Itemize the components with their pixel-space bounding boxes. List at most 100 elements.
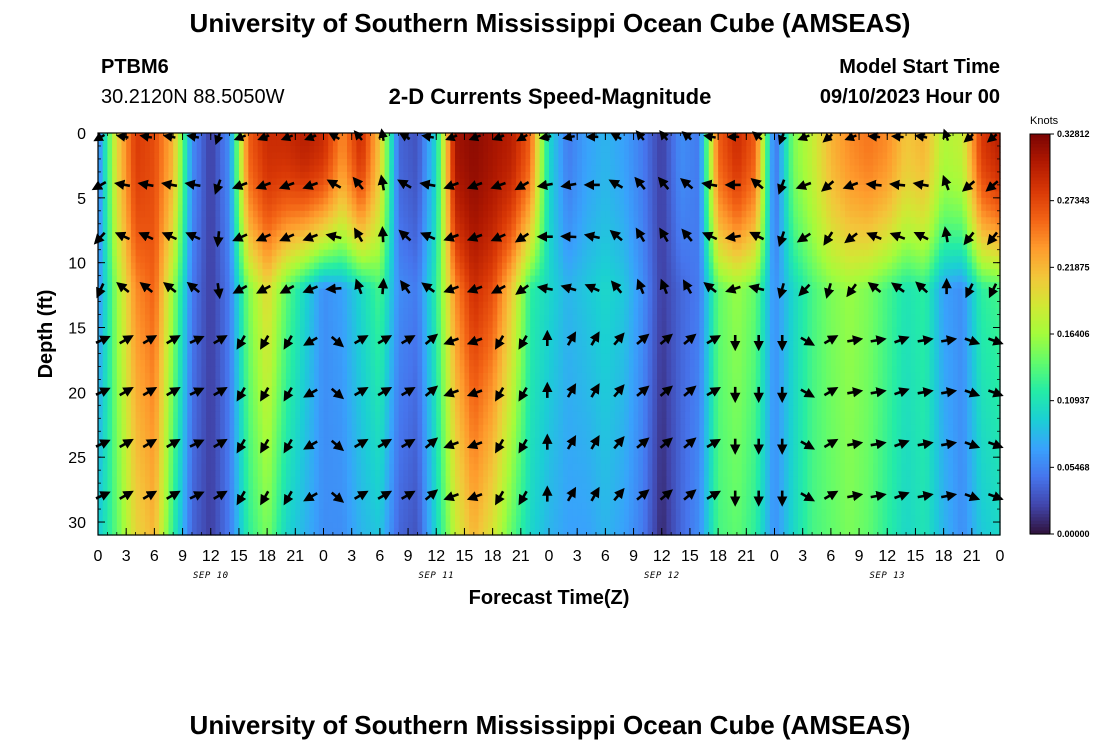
heatmap-cell	[163, 145, 170, 154]
heatmap-cell	[699, 191, 705, 199]
heatmap-cell	[736, 223, 743, 231]
heatmap-cell	[563, 295, 569, 303]
heatmap-cell	[563, 256, 569, 264]
heatmap-cell	[807, 139, 813, 147]
heatmap-cell	[309, 191, 315, 199]
heatmap-cell	[797, 269, 804, 277]
heatmap-cell	[957, 236, 964, 244]
heatmap-cell	[224, 184, 231, 192]
heatmap-cell	[887, 133, 893, 141]
heatmap-cell	[497, 210, 503, 218]
heatmap-cell	[736, 171, 743, 179]
heatmap-cell	[107, 288, 113, 296]
heatmap-cell	[238, 223, 245, 231]
heatmap-cell	[215, 165, 221, 173]
heatmap-cell	[112, 230, 118, 238]
heatmap-cell	[830, 223, 837, 231]
heatmap-cell	[835, 133, 841, 141]
heatmap-cell	[591, 197, 597, 205]
heatmap-cell	[769, 288, 776, 296]
heatmap-cell	[934, 223, 940, 231]
heatmap-cell	[694, 210, 700, 218]
heatmap-cell	[356, 236, 362, 244]
heatmap-cell	[126, 191, 132, 199]
heatmap-cell	[408, 262, 414, 270]
heatmap-cell	[605, 295, 611, 303]
heatmap-cell	[530, 217, 536, 225]
heatmap-cell	[572, 295, 578, 303]
heatmap-cell	[234, 262, 240, 270]
heatmap-cell	[248, 282, 254, 290]
heatmap-cell	[661, 217, 668, 225]
heatmap-cell	[126, 288, 132, 296]
heatmap-cell	[361, 262, 367, 270]
heatmap-cell	[398, 133, 404, 141]
heatmap-cell	[915, 139, 921, 147]
heatmap-cell	[361, 256, 367, 264]
heatmap-cell	[896, 256, 902, 264]
heatmap-cell	[567, 191, 574, 199]
heatmap-cell	[159, 191, 165, 199]
heatmap-cell	[840, 295, 846, 303]
heatmap-cell	[431, 184, 437, 192]
heatmap-cell	[624, 210, 630, 218]
heatmap-cell	[722, 223, 729, 231]
heatmap-cell	[417, 217, 423, 225]
heatmap-cell	[779, 152, 785, 160]
heatmap-cell	[473, 217, 480, 225]
heatmap-cell	[821, 191, 827, 199]
heatmap-cell	[436, 145, 442, 154]
heatmap-cell	[638, 191, 644, 199]
heatmap-cell	[417, 158, 423, 167]
heatmap-cell	[342, 288, 348, 296]
heatmap-cell	[661, 210, 668, 218]
heatmap-cell	[328, 269, 334, 277]
heatmap-cell	[685, 223, 691, 231]
heatmap-cell	[577, 145, 583, 154]
heatmap-cell	[614, 145, 621, 154]
heatmap-cell	[450, 262, 456, 270]
heatmap-cell	[657, 171, 663, 179]
heatmap-cell	[318, 288, 325, 296]
heatmap-cell	[107, 243, 113, 251]
heatmap-cell	[267, 204, 273, 212]
heatmap-cell	[112, 288, 118, 296]
heatmap-cell	[177, 204, 184, 212]
heatmap-cell	[953, 158, 959, 167]
heatmap-cell	[408, 288, 414, 296]
heatmap-cell	[957, 223, 964, 231]
heatmap-cell	[868, 288, 874, 296]
heatmap-cell	[210, 139, 217, 147]
heatmap-cell	[370, 184, 376, 192]
heatmap-cell	[830, 236, 837, 244]
heatmap-cell	[962, 139, 968, 147]
heatmap-cell	[967, 282, 973, 290]
heatmap-cell	[267, 210, 273, 218]
heatmap-cell	[478, 262, 484, 270]
heatmap-cell	[314, 295, 320, 303]
heatmap-cell	[300, 275, 306, 283]
heatmap-cell	[436, 269, 442, 277]
heatmap-cell	[816, 275, 823, 283]
heatmap-cell	[657, 145, 663, 154]
heatmap-cell	[126, 139, 132, 147]
heatmap-cell	[408, 152, 414, 160]
heatmap-cell	[243, 288, 249, 296]
heatmap-cell	[112, 262, 118, 270]
heatmap-cell	[675, 139, 682, 147]
heatmap-cell	[520, 204, 527, 212]
heatmap-cell	[774, 230, 780, 238]
heatmap-cell	[314, 223, 320, 231]
heatmap-cell	[450, 275, 456, 283]
heatmap-cell	[948, 184, 954, 192]
heatmap-cell	[727, 282, 733, 290]
heatmap-cell	[342, 204, 348, 212]
heatmap-cell	[826, 204, 832, 212]
heatmap-cell	[859, 288, 865, 296]
heatmap-cell	[727, 262, 733, 270]
heatmap-cell	[497, 139, 503, 147]
heatmap-cell	[910, 178, 917, 186]
heatmap-cell	[929, 262, 935, 270]
heatmap-cell	[901, 230, 907, 238]
heatmap-cell	[295, 184, 301, 192]
